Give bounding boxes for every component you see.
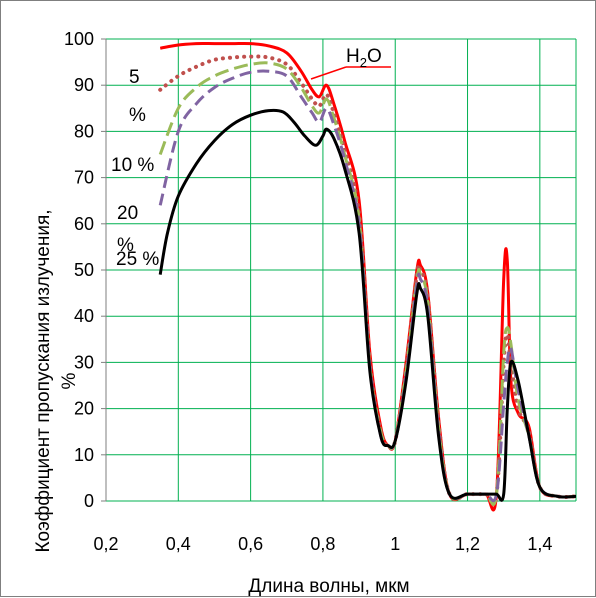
series-line-2 bbox=[158, 61, 577, 506]
x-axis-title: Длина волны, мкм bbox=[248, 576, 409, 597]
y-tick-label: 60 bbox=[74, 214, 94, 234]
x-tick-label: 1,2 bbox=[455, 534, 480, 554]
y-axis-title: Коэффициент пропускания излучения,% bbox=[33, 209, 80, 552]
x-tick-label: 0,6 bbox=[238, 534, 263, 554]
y-tick-label: 90 bbox=[74, 75, 94, 95]
y-tick-label: 80 bbox=[74, 121, 94, 141]
y-tick-label: 70 bbox=[74, 168, 94, 188]
y-tick-label: 0 bbox=[84, 491, 94, 511]
y-tick-label: 30 bbox=[74, 352, 94, 372]
annotation-20-line2: % bbox=[117, 235, 134, 256]
y-axis-title-line2: % bbox=[59, 372, 80, 389]
annotation-10: 10 % bbox=[111, 155, 154, 176]
x-tick-label: 0,4 bbox=[166, 534, 191, 554]
h2o-leader-line bbox=[310, 66, 347, 80]
y-tick-label: 50 bbox=[74, 260, 94, 280]
series-line-3 bbox=[158, 69, 577, 503]
series-group bbox=[158, 41, 578, 512]
x-tick-label: 1,4 bbox=[527, 534, 552, 554]
annotation-25: 25 % bbox=[116, 249, 159, 270]
y-tick-label: 20 bbox=[74, 399, 94, 419]
y-tick-label: 10 bbox=[74, 445, 94, 465]
series-line-4 bbox=[158, 108, 577, 502]
annotation-5-line1: 5 bbox=[129, 67, 140, 88]
tick-labels: 0 10 20 30 40 50 60 70 80 90 100 0,2 0,4 0,6 0,8 1 1,2 1,… bbox=[64, 29, 552, 554]
y-tick-label: 100 bbox=[64, 29, 94, 49]
x-tick-label: 1 bbox=[390, 534, 400, 554]
x-tick-label: 0,8 bbox=[310, 534, 335, 554]
grid bbox=[105, 38, 577, 502]
series-line-0 bbox=[159, 41, 577, 512]
annotation-h2o: H2O bbox=[346, 46, 382, 70]
series-line-1 bbox=[158, 54, 578, 506]
y-axis-title-line1: Коэффициент пропускания излучения, bbox=[33, 209, 54, 552]
annotation-5-line2: % bbox=[129, 105, 146, 126]
annotation-20-line1: 20 bbox=[117, 203, 138, 224]
y-tick-label: 40 bbox=[74, 306, 94, 326]
x-tick-label: 0,2 bbox=[93, 534, 118, 554]
